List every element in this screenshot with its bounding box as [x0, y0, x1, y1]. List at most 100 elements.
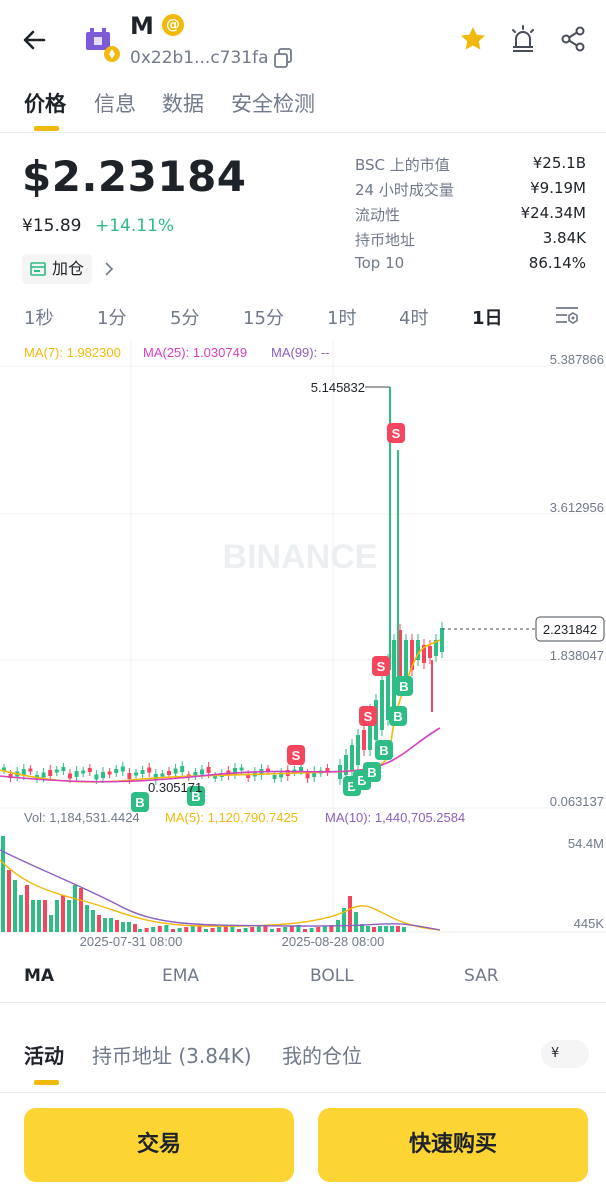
- candle: [147, 767, 152, 773]
- indicator-boll[interactable]: BOLL: [310, 966, 354, 986]
- buy-marker-label: B: [191, 789, 200, 804]
- candle: [350, 745, 354, 771]
- candle: [213, 775, 218, 779]
- stat-value-top10: 86.14%: [528, 254, 586, 272]
- volume-bar: [342, 908, 346, 932]
- volume-bar: [37, 900, 41, 932]
- timeframe-1m[interactable]: 1分: [97, 308, 127, 329]
- candle: [81, 770, 86, 774]
- candle: [233, 768, 237, 774]
- buy-marker-bg: [363, 762, 381, 782]
- candle: [134, 772, 138, 776]
- buy-marker-bg: [395, 676, 413, 696]
- candle: [87, 768, 92, 772]
- buy-marker-label: B: [135, 795, 144, 810]
- wallet-icon: [30, 262, 46, 276]
- stat-label-volume: 24 小时成交量: [355, 181, 454, 199]
- volume-bar: [354, 912, 358, 932]
- price-axis-label: 0.063137: [550, 794, 604, 809]
- buy-marker: B: [395, 676, 413, 696]
- timeframe-1h[interactable]: 1时: [327, 308, 357, 329]
- volume-bar: [250, 927, 255, 932]
- volume-bar: [61, 895, 65, 932]
- stat-value-volume: ¥9.19M: [530, 179, 586, 197]
- tab-activity[interactable]: 活动: [24, 1044, 64, 1068]
- timeframe-15m[interactable]: 15分: [243, 308, 284, 329]
- candle: [140, 770, 145, 774]
- price-cny: ¥15.89: [22, 216, 82, 236]
- current-price-label: 2.231842: [543, 622, 597, 637]
- add-position-label: 加仓: [52, 259, 85, 278]
- sell-marker: S: [372, 656, 390, 676]
- favorite-star-icon[interactable]: [458, 24, 488, 54]
- chevron-right-icon[interactable]: [104, 262, 114, 276]
- candle: [28, 768, 33, 772]
- volume-bar: [270, 929, 274, 932]
- x-axis-label: 2025-08-28 08:00: [282, 934, 385, 949]
- buy-marker-label: B: [379, 743, 388, 758]
- candle: [362, 730, 366, 750]
- candle: [312, 771, 317, 777]
- buy-marker-bg: [389, 706, 407, 726]
- add-position-button[interactable]: 加仓: [22, 254, 93, 284]
- quick-buy-button[interactable]: 快速购买: [318, 1108, 588, 1182]
- volume-bar: [230, 925, 235, 932]
- tab-info[interactable]: 信息: [94, 92, 136, 116]
- volume-bar: [303, 929, 307, 932]
- trade-button[interactable]: 交易: [24, 1108, 294, 1182]
- sell-marker-label: S: [292, 748, 301, 763]
- x-axis-label: 2025-07-31 08:00: [80, 934, 183, 949]
- volume-bar: [121, 922, 125, 932]
- at-badge[interactable]: @: [162, 14, 184, 36]
- candle: [422, 645, 426, 663]
- candle: [206, 767, 211, 773]
- chart-settings-icon[interactable]: [554, 304, 580, 328]
- tab-security[interactable]: 安全检测: [231, 92, 315, 116]
- price-alert-icon[interactable]: [508, 24, 538, 54]
- header-bar: M @ 0x22b1...c731fa: [0, 0, 606, 80]
- buy-marker-label: B: [393, 709, 402, 724]
- currency-toggle[interactable]: ¥: [541, 1040, 589, 1068]
- volume-bar: [7, 870, 11, 932]
- volume-bar: [13, 880, 17, 932]
- volume-bar: [55, 900, 59, 932]
- timeframe-4h[interactable]: 4时: [399, 308, 429, 329]
- stat-value-marketcap: ¥25.1B: [532, 154, 586, 172]
- volume-bar: [289, 926, 294, 932]
- tab-holders[interactable]: 持币地址 (3.84K): [92, 1044, 252, 1068]
- volume-bar: [366, 926, 370, 932]
- candle: [325, 768, 330, 772]
- copy-icon[interactable]: [272, 47, 294, 69]
- candle: [440, 628, 444, 652]
- share-icon[interactable]: [558, 24, 588, 54]
- active-tab-underline: [34, 1080, 59, 1085]
- timeframe-5m[interactable]: 5分: [170, 308, 200, 329]
- volume-bar: [31, 900, 35, 932]
- volume-bar: [283, 927, 288, 932]
- back-arrow-icon[interactable]: [18, 24, 50, 56]
- volume-bar: [97, 915, 101, 932]
- buy-marker: B: [131, 792, 149, 812]
- volume-bar: [115, 920, 119, 932]
- tab-price[interactable]: 价格: [24, 92, 66, 116]
- tab-data[interactable]: 数据: [162, 92, 204, 116]
- volume-bar: [256, 926, 261, 932]
- volume-bar: [396, 926, 400, 932]
- volume-bar: [177, 928, 182, 932]
- indicator-ema[interactable]: EMA: [162, 966, 200, 986]
- buy-marker: B: [375, 740, 393, 760]
- volume-bar: [25, 885, 29, 932]
- stat-value-liquidity: ¥24.34M: [520, 204, 586, 222]
- indicator-ma[interactable]: MA: [24, 966, 55, 986]
- candle: [8, 774, 13, 778]
- tab-my-position[interactable]: 我的仓位: [282, 1044, 362, 1068]
- candle: [368, 710, 372, 750]
- candle: [344, 755, 348, 775]
- candle: [68, 773, 72, 779]
- price-axis-label: 1.838047: [550, 648, 604, 663]
- indicator-sar[interactable]: SAR: [464, 966, 499, 986]
- timeframe-1s[interactable]: 1秒: [24, 308, 54, 329]
- timeframe-1d[interactable]: 1日: [472, 308, 503, 329]
- price-axis-label: 3.612956: [550, 500, 604, 515]
